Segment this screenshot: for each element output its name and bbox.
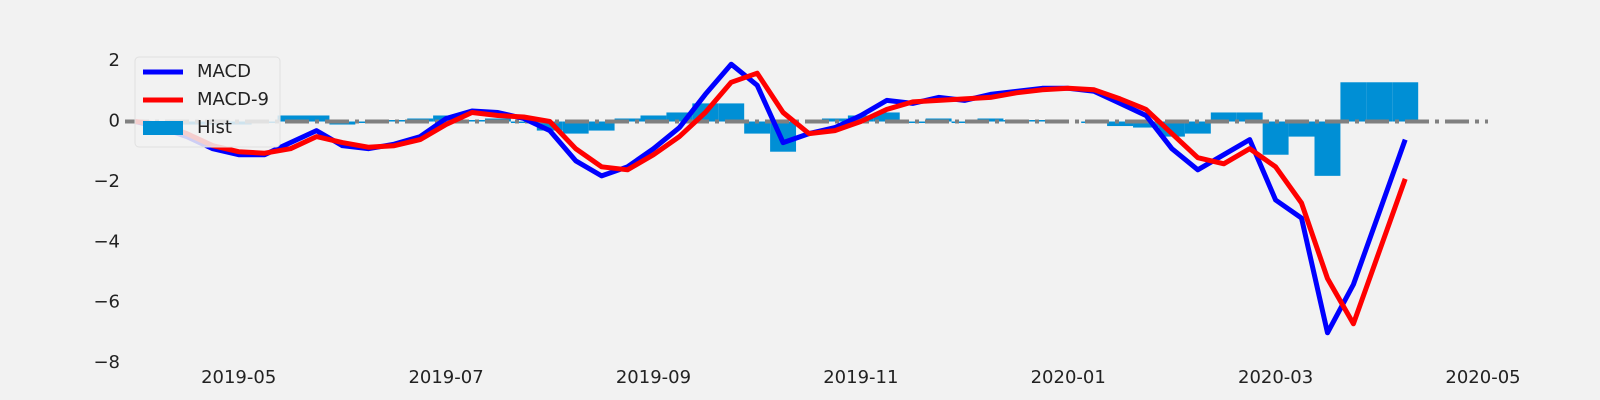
hist-bar	[873, 112, 900, 122]
hist-bar	[847, 115, 874, 122]
x-tick-label: 2020-01	[1031, 367, 1106, 388]
hist-bar	[1288, 121, 1315, 137]
x-tick-label: 2019-05	[201, 367, 276, 388]
hist-bar	[1210, 112, 1237, 122]
y-tick-label: 2	[109, 50, 120, 71]
hist-bar	[303, 115, 330, 122]
hist-bar	[1029, 120, 1056, 122]
legend-swatch	[143, 121, 183, 135]
hist-bar	[381, 120, 408, 122]
hist-bar	[666, 112, 693, 122]
x-tick-label: 2020-03	[1238, 367, 1313, 388]
y-tick-label: −2	[93, 171, 120, 192]
hist-bar	[744, 121, 771, 134]
legend-label: MACD-9	[197, 89, 269, 110]
series-line	[134, 61, 1408, 336]
legend-label: MACD	[197, 61, 251, 82]
hist-bar	[1314, 121, 1341, 176]
legend: MACD MACD-9 Hist	[134, 56, 281, 148]
y-tick-label: −6	[93, 292, 120, 313]
hist-bar	[277, 115, 304, 122]
x-tick-label: 2019-07	[408, 367, 483, 388]
y-tick-label: 0	[109, 111, 120, 132]
hist-bar	[718, 103, 745, 122]
hist-bar	[1366, 82, 1393, 122]
x-tick-label: 2019-09	[616, 367, 691, 388]
y-tick-label: −8	[93, 352, 120, 373]
legend-label: Hist	[197, 117, 232, 138]
hist-bar	[977, 118, 1004, 122]
hist-bar	[640, 115, 667, 122]
hist-bar	[510, 121, 537, 124]
hist-bar	[1340, 82, 1367, 122]
hist-bar	[536, 121, 563, 131]
series-line	[134, 70, 1408, 327]
hist-bar	[1184, 121, 1211, 134]
hist-bar	[1133, 121, 1159, 128]
x-tick-label: 2019-11	[823, 367, 898, 388]
hist-bar	[821, 118, 848, 122]
hist-bar	[951, 121, 978, 124]
hist-bar	[459, 120, 485, 122]
hist-bar	[899, 121, 926, 124]
hist-bar	[1107, 121, 1134, 127]
hist-bar	[588, 121, 615, 131]
y-tick-label: −4	[93, 231, 120, 252]
hist-bar	[1262, 121, 1289, 155]
hist-bar	[1236, 112, 1263, 122]
hist-bar	[1392, 82, 1419, 122]
x-tick-label: 2020-05	[1445, 367, 1520, 388]
hist-bar	[562, 121, 589, 134]
